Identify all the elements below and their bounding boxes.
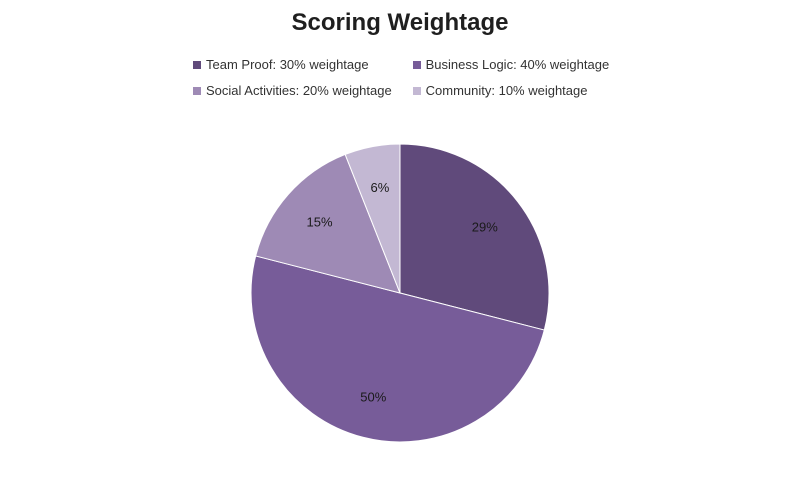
legend-swatch-business-logic	[412, 61, 421, 69]
pie-label-community: 6%	[371, 180, 390, 195]
legend-swatch-team-proof	[193, 61, 201, 69]
legend-item-team-proof: Team Proof: 30% weightage	[193, 52, 409, 78]
pie-label-business-logic: 50%	[360, 389, 386, 404]
legend-swatch-community	[412, 87, 421, 95]
pie-slices	[250, 143, 550, 443]
legend-label-team-proof: Team Proof: 30% weightage	[206, 57, 369, 72]
legend-label-social-activities: Social Activities: 20% weightage	[206, 83, 392, 98]
pie-label-social-activities: 15%	[306, 215, 332, 230]
pie-slice-community	[344, 143, 401, 294]
legend-item-social-activities: Social Activities: 20% weightage	[193, 78, 409, 104]
chart-legend: Team Proof: 30% weightage Business Logic…	[193, 52, 633, 104]
pie-label-team-proof: 29%	[472, 220, 498, 235]
pie-slice-business-logic	[250, 255, 545, 443]
pie-labels: 29% 50% 15% 6%	[306, 180, 498, 404]
legend-item-community: Community: 10% weightage	[412, 78, 588, 104]
legend-item-business-logic: Business Logic: 40% weightage	[412, 52, 610, 78]
chart-title: Scoring Weightage	[291, 9, 509, 36]
legend-label-business-logic: Business Logic: 40% weightage	[425, 57, 610, 72]
pie-slice-team-proof	[399, 143, 550, 331]
legend-label-community: Community: 10% weightage	[425, 83, 588, 98]
legend-swatch-social-activities	[193, 87, 201, 95]
pie-slice-social-activities	[255, 153, 401, 294]
